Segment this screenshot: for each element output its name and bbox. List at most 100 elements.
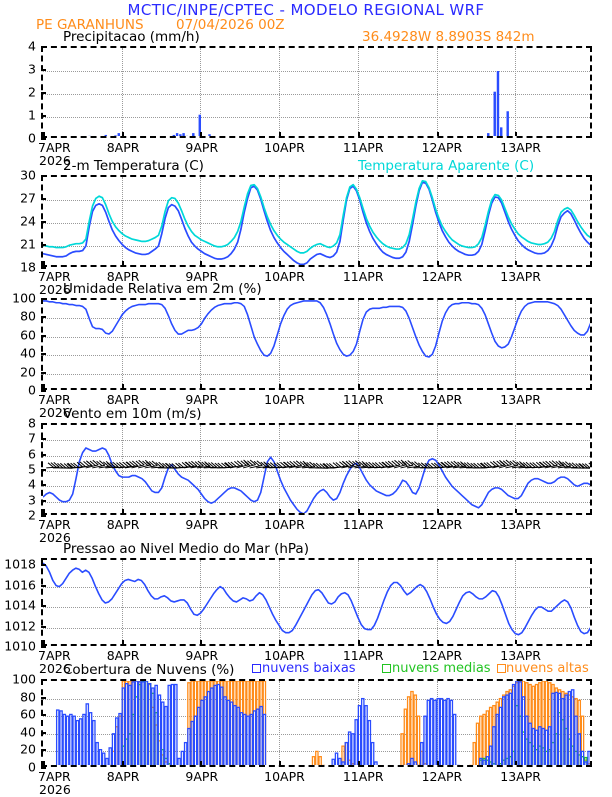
x-axis-label: 12APR [422, 392, 463, 407]
x-axis-label: 12APR [422, 140, 463, 155]
y-axis-tick [41, 626, 46, 628]
x-axis-tick [358, 761, 360, 765]
y-axis-tick [41, 585, 46, 587]
y-axis-label: 6 [0, 446, 36, 461]
y-axis-tick [41, 454, 46, 456]
x-axis-label: 9APR [185, 392, 218, 407]
x-axis-label: 10APR [264, 769, 305, 784]
y-axis-label: 4 [0, 39, 36, 54]
legend-swatch-mid [382, 664, 391, 673]
x-axis-tick [437, 261, 439, 265]
x-axis-tick [43, 640, 45, 644]
x-axis-tick [437, 132, 439, 136]
x-axis-label: 10APR [264, 269, 305, 284]
y-axis-tick [41, 469, 46, 471]
plot-area-precipitation [41, 46, 592, 138]
y-axis-tick [41, 46, 46, 48]
x-axis-tick [358, 261, 360, 265]
y-axis-tick [41, 353, 46, 355]
x-axis-tick [200, 761, 202, 765]
panel-title-apparent-temperature: Temperatura Aparente (C) [358, 158, 534, 174]
panel-title-relative-humidity: Umidade Relativa em 2m (%) [63, 281, 262, 297]
y-axis-tick [41, 372, 46, 374]
y-axis-label: 60 [0, 327, 36, 342]
x-axis-label: 9APR [185, 517, 218, 532]
legend-label-high: nuvens altas [506, 661, 589, 676]
x-axis-tick [358, 384, 360, 388]
x-axis-label: 13APR [500, 269, 541, 284]
y-axis-tick [41, 115, 46, 117]
x-axis-tick [515, 509, 517, 513]
x-axis-tick [200, 384, 202, 388]
x-axis-label: 8APR [107, 517, 140, 532]
y-axis-label: 60 [0, 707, 36, 722]
y-axis-label: 20 [0, 742, 36, 757]
y-axis-label: 7 [0, 431, 36, 446]
y-axis-label: 100 [0, 672, 36, 687]
x-axis-tick [437, 640, 439, 644]
y-axis-tick [41, 175, 46, 177]
y-axis-label: 4 [0, 477, 36, 492]
y-axis-label: 8 [0, 416, 36, 431]
x-axis-tick [515, 761, 517, 765]
x-axis-label: 9APR [185, 140, 218, 155]
y-axis-label: 21 [0, 237, 36, 252]
x-axis-tick [122, 384, 124, 388]
x-axis-tick [122, 509, 124, 513]
x-axis-label: 9APR [185, 648, 218, 663]
y-axis-label: 27 [0, 191, 36, 206]
x-axis-label: 11APR [343, 769, 384, 784]
x-axis-label: 10APR [264, 517, 305, 532]
y-axis-label: 18 [0, 260, 36, 275]
y-axis-label: 0 [0, 383, 36, 398]
y-axis-tick [41, 749, 46, 751]
y-axis-label: 5 [0, 462, 36, 477]
x-axis-tick [122, 261, 124, 265]
x-axis-tick [358, 640, 360, 644]
y-axis-label: 2 [0, 85, 36, 100]
x-axis-label: 12APR [422, 517, 463, 532]
y-axis-label: 0 [0, 760, 36, 775]
x-axis-label: 13APR [500, 769, 541, 784]
panel-title-mslp: Pressao ao Nivel Medio do Mar (hPa) [63, 541, 309, 557]
x-axis-tick [279, 640, 281, 644]
x-axis-year: 2026 [39, 782, 71, 797]
x-axis-label: 9APR [185, 769, 218, 784]
y-axis-label: 1012 [0, 618, 36, 633]
x-axis-tick [515, 132, 517, 136]
x-axis-tick [43, 132, 45, 136]
y-axis-label: 1 [0, 108, 36, 123]
legend-swatch-low [252, 664, 261, 673]
y-axis-label: 2 [0, 508, 36, 523]
x-axis-tick [515, 640, 517, 644]
x-axis-tick [122, 640, 124, 644]
x-axis-tick [279, 384, 281, 388]
panel-title-temperature: 2-m Temperatura (C) [63, 158, 204, 174]
y-axis-tick [41, 335, 46, 337]
y-axis-tick [41, 69, 46, 71]
legend-swatch-high [497, 664, 506, 673]
y-axis-label: 3 [0, 492, 36, 507]
y-axis-tick [41, 679, 46, 681]
plot-area-temperature [41, 175, 592, 267]
y-axis-label: 40 [0, 724, 36, 739]
y-axis-label: 1014 [0, 598, 36, 613]
x-axis-tick [515, 384, 517, 388]
legend-label-mid: nuvens medias [392, 661, 491, 676]
x-axis-tick [200, 261, 202, 265]
x-axis-label: 8APR [107, 392, 140, 407]
x-axis-tick [43, 761, 45, 765]
x-axis-label: 8APR [107, 769, 140, 784]
x-axis-label: 11APR [343, 269, 384, 284]
x-axis-tick [43, 384, 45, 388]
x-axis-label: 11APR [343, 392, 384, 407]
x-axis-label: 12APR [422, 269, 463, 284]
x-axis-tick [279, 132, 281, 136]
x-axis-tick [279, 261, 281, 265]
x-axis-label: 11APR [343, 517, 384, 532]
y-axis-tick [41, 316, 46, 318]
x-axis-label: 13APR [500, 392, 541, 407]
x-axis-tick [437, 509, 439, 513]
x-axis-tick [200, 132, 202, 136]
x-axis-tick [358, 132, 360, 136]
